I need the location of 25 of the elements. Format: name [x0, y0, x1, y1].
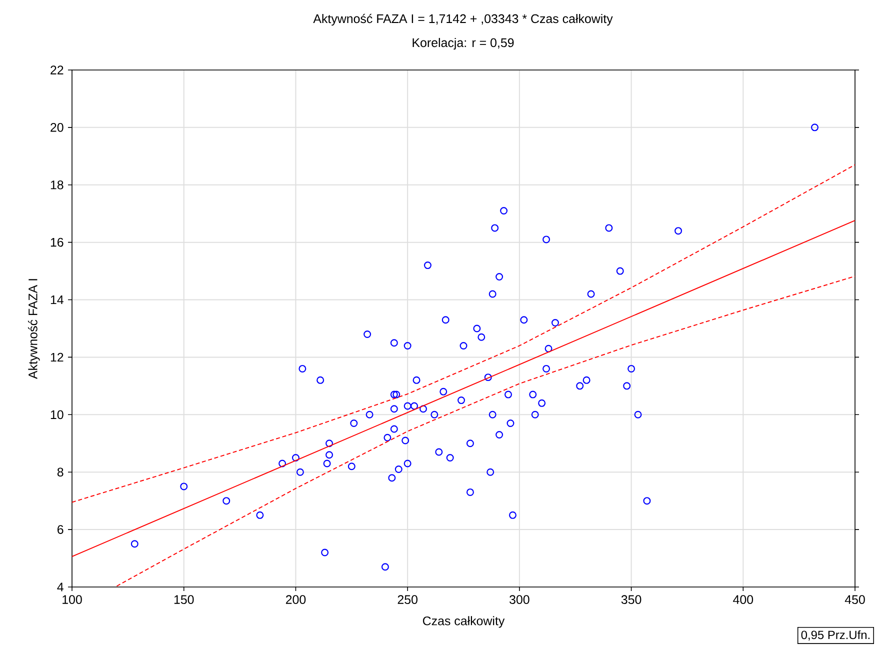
y-tick-label: 22 — [50, 66, 64, 74]
x-tick-label: 400 — [733, 595, 754, 604]
x-tick-label: 200 — [286, 595, 306, 604]
y-tick-label: 12 — [50, 352, 64, 362]
x-tick-label: 350 — [621, 595, 642, 604]
y-tick-label: 20 — [50, 123, 64, 132]
y-tick-label: 8 — [57, 468, 64, 477]
chart-title: Aktywność FAZA I = 1,7142 + ,03343 * Czas całkowity — [313, 14, 613, 26]
y-tick-label: 10 — [50, 410, 64, 420]
y-tick-label: 14 — [50, 295, 64, 304]
text: 0,95 Prz.Ufn. — [801, 630, 870, 641]
y-tick-label: 6 — [58, 525, 64, 534]
x-tick-label: 250 — [398, 595, 418, 604]
x-axis-title: Czas całkowity — [422, 616, 505, 628]
x-tick-label: 450 — [844, 595, 865, 604]
y-tick-label: 18 — [50, 180, 64, 190]
x-tick-label: 300 — [510, 595, 530, 604]
chart-subtitle: Korelacja: r = 0,59 — [412, 38, 514, 50]
y-tick-label: 4 — [57, 582, 64, 592]
line-series — [116, 276, 856, 587]
line-series — [72, 164, 856, 503]
y-axis-title: Aktywność FAZA I — [28, 279, 40, 379]
y-tick-label: 16 — [50, 238, 64, 247]
x-tick-label: 150 — [174, 595, 194, 604]
x-tick-label: 100 — [62, 595, 82, 604]
